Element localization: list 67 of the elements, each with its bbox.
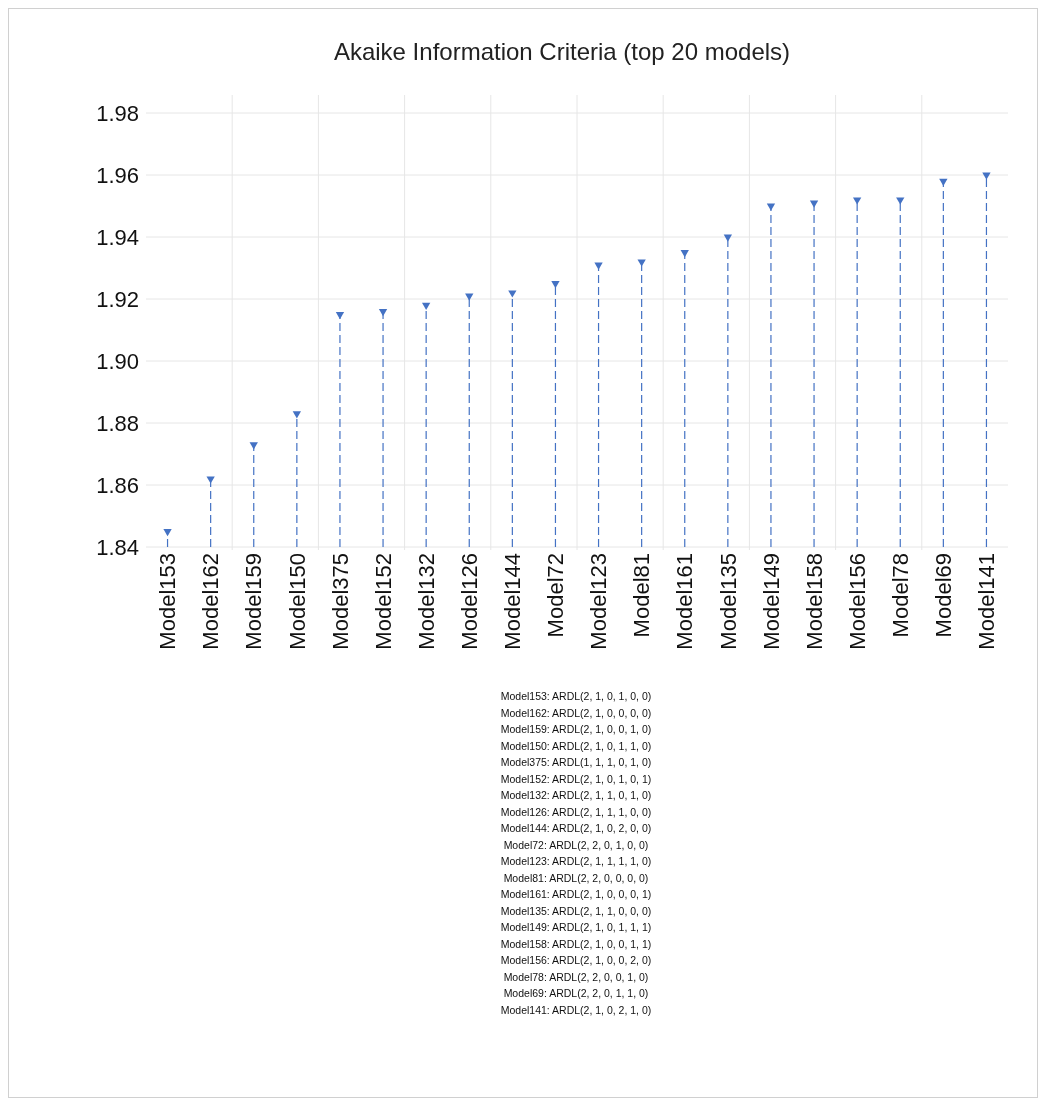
x-tick-label: Model159 (241, 553, 267, 650)
point (594, 262, 603, 270)
y-tick-label: 1.92 (96, 286, 139, 312)
chart-title: Akaike Information Criteria (top 20 models) (333, 38, 791, 65)
text: Model158: ARDL(2, 1, 0, 0, 1, 1) (500, 937, 652, 950)
y-tick-label: 1.86 (96, 472, 139, 498)
point (421, 302, 431, 311)
x-tick-label: Model78 (887, 553, 913, 638)
text: Model153: ARDL(2, 1, 0, 1, 0, 0) (500, 690, 652, 702)
point (292, 411, 302, 419)
text: Model81: ARDL(2, 2, 0, 0, 0, 0) (503, 871, 649, 884)
point (378, 309, 388, 317)
x-tick-label: Model150 (284, 553, 310, 650)
point (335, 312, 345, 320)
point (680, 250, 689, 258)
point (637, 259, 646, 267)
x-tick-label: Model144 (500, 553, 526, 650)
text: Model126: ARDL(2, 1, 1, 1, 0, 0) (500, 805, 652, 818)
x-tick-label: Model156 (844, 553, 870, 650)
x-tick-label: Model162 (198, 553, 224, 650)
x-tick-label: Model152 (370, 553, 396, 650)
y-tick-label: 1.88 (96, 410, 139, 436)
point (896, 197, 905, 205)
point (766, 203, 776, 211)
y-tick-label: 1.84 (96, 534, 139, 560)
text: Model72: ARDL(2, 2, 0, 1, 0, 0) (503, 838, 649, 851)
point (508, 290, 517, 298)
text: Model144: ARDL(2, 1, 0, 2, 0, 0) (500, 822, 652, 834)
text: Model156: ARDL(2, 1, 0, 0, 2, 0) (500, 954, 652, 966)
text: Model150: ARDL(2, 1, 0, 1, 1, 0) (500, 739, 652, 752)
x-tick-label: Model123 (586, 553, 612, 650)
point (465, 293, 474, 301)
text: Model162: ARDL(2, 1, 0, 0, 0, 0) (500, 706, 652, 719)
x-tick-label: Model149 (758, 553, 784, 650)
text: Model141: ARDL(2, 1, 0, 2, 1, 0) (500, 1003, 652, 1016)
text: Model149: ARDL(2, 1, 0, 1, 1, 1) (500, 921, 652, 933)
x-tick-label: Model153 (155, 553, 181, 650)
text: Model161: ARDL(2, 1, 0, 0, 0, 1) (500, 888, 652, 900)
text: Model69: ARDL(2, 2, 0, 1, 1, 0) (503, 987, 649, 999)
x-tick-label: Model72 (543, 553, 569, 638)
x-tick-label: Model126 (456, 553, 482, 650)
text: Model159: ARDL(2, 1, 0, 0, 1, 0) (500, 723, 652, 735)
text: Model152: ARDL(2, 1, 0, 1, 0, 1) (500, 772, 652, 785)
point (206, 476, 215, 484)
y-tick-label: 1.98 (96, 100, 139, 126)
y-tick-label: 1.94 (96, 224, 139, 250)
text: Model375: ARDL(1, 1, 1, 0, 1, 0) (500, 756, 652, 768)
x-tick-label: Model141 (974, 553, 1000, 650)
y-tick-label: 1.96 (96, 162, 139, 188)
point (551, 281, 560, 289)
x-tick-label: Model375 (327, 553, 353, 650)
text: Model132: ARDL(2, 1, 1, 0, 1, 0) (500, 789, 652, 801)
x-tick-label: Model132 (413, 553, 439, 650)
text: Model135: ARDL(2, 1, 1, 0, 0, 0) (500, 904, 652, 917)
point (852, 197, 862, 205)
x-tick-label: Model81 (629, 553, 655, 638)
x-tick-label: Model158 (801, 553, 827, 650)
point (249, 442, 258, 450)
x-tick-label: Model135 (715, 553, 741, 650)
y-tick-label: 1.90 (96, 348, 139, 374)
x-tick-label: Model69 (931, 553, 957, 638)
point (163, 529, 172, 537)
point (939, 178, 948, 187)
x-tick-label: Model161 (672, 553, 698, 650)
text: Model78: ARDL(2, 2, 0, 0, 1, 0) (503, 970, 649, 983)
point (809, 200, 819, 208)
text: Model123: ARDL(2, 1, 1, 1, 1, 0) (500, 855, 652, 867)
